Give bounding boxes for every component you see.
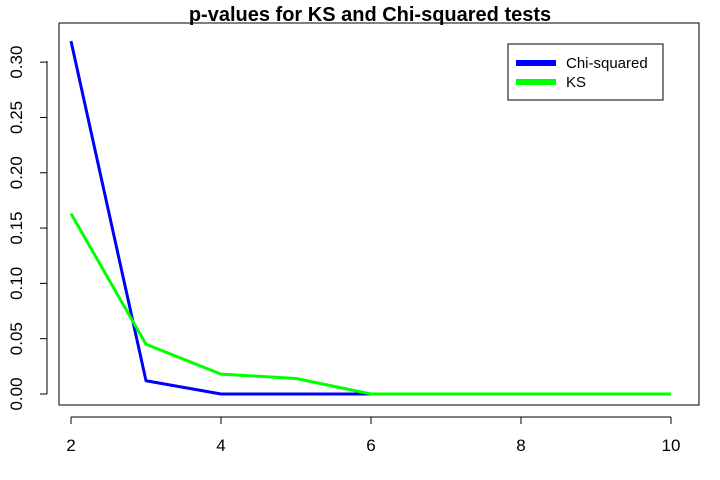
chart-title: p-values for KS and Chi-squared tests: [189, 4, 551, 26]
x-tick-label: 8: [516, 436, 525, 455]
y-tick-label: 0.25: [7, 101, 26, 134]
legend: Chi-squared KS: [507, 43, 664, 101]
y-tick-label: 0.00: [7, 377, 26, 410]
y-tick-label: 0.10: [7, 267, 26, 300]
legend-box: [507, 43, 664, 101]
x-tick-label: 4: [216, 436, 225, 455]
series-layer: [69, 40, 671, 396]
x-tick-label: 10: [662, 436, 681, 455]
y-axis-ticks: 0.00 0.05 0.10 0.15 0.20 0.25 0.30: [7, 46, 47, 411]
series-line-chi-squared: [69, 40, 671, 396]
y-tick-label: 0.05: [7, 322, 26, 355]
y-tick-label: 0.30: [7, 46, 26, 79]
series-line-ks: [69, 212, 671, 396]
y-tick-label: 0.15: [7, 212, 26, 245]
legend-label-ks: KS: [566, 74, 586, 91]
legend-label-chi-squared: Chi-squared: [566, 55, 648, 72]
x-axis-ticks: 2 4 6 8 10: [66, 417, 680, 455]
y-tick-label: 0.20: [7, 156, 26, 189]
plot-area-border: [58, 22, 700, 406]
x-tick-label: 2: [66, 436, 75, 455]
x-tick-label: 6: [366, 436, 375, 455]
